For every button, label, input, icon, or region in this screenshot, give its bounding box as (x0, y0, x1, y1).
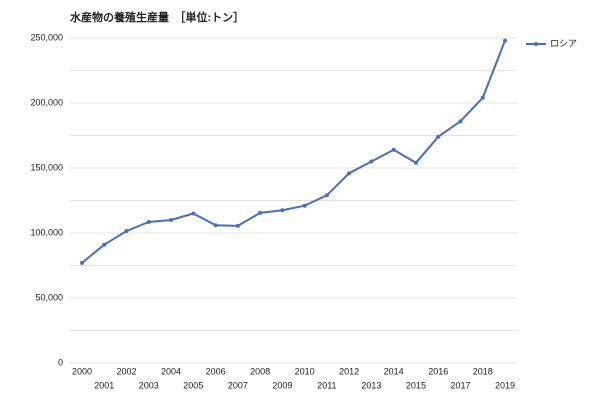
point (191, 211, 196, 216)
point (458, 119, 463, 124)
point (80, 260, 84, 265)
point (124, 229, 129, 234)
x-tick-label: 2010 (295, 366, 315, 376)
point (102, 242, 107, 247)
y-tick-label: 0 (58, 357, 63, 367)
x-tick-label: 2005 (183, 380, 203, 390)
point (413, 160, 418, 165)
y-tick-label: 50,000 (35, 292, 63, 302)
x-tick-label: 2006 (206, 366, 226, 376)
point (436, 134, 441, 139)
x-tick-label: 2018 (473, 366, 493, 376)
y-tick-label: 150,000 (30, 162, 63, 172)
point (146, 219, 151, 224)
x-tick-label: 2015 (406, 380, 426, 390)
chart-title: 水産物の養殖生産量 ［単位:トン］ (70, 10, 244, 24)
point (391, 147, 396, 152)
legend-marker (534, 42, 538, 46)
x-tick-label: 2007 (228, 380, 248, 390)
point (347, 171, 352, 176)
x-tick-label: 2011 (317, 380, 336, 390)
x-tick-label: 2013 (361, 380, 381, 390)
x-tick-label: 2000 (72, 366, 92, 376)
x-tick-label: 2008 (250, 366, 270, 376)
point (503, 38, 507, 43)
point (213, 223, 218, 228)
x-tick-label: 2017 (450, 380, 470, 390)
x-tick-label: 2003 (139, 380, 159, 390)
y-tick-label: 250,000 (30, 32, 63, 42)
point (324, 193, 329, 198)
point (302, 203, 307, 208)
point (169, 218, 174, 222)
x-tick-label: 2001 (94, 380, 114, 390)
x-tick-label: 2016 (428, 366, 448, 376)
x-tick-label: 2009 (272, 380, 292, 390)
legend-label: ロシア (550, 38, 577, 48)
x-tick-label: 2012 (339, 366, 359, 376)
x-tick-label: 2004 (161, 366, 181, 376)
line (81, 40, 506, 264)
x-tick-label: 2019 (495, 380, 515, 390)
y-tick-label: 100,000 (30, 227, 63, 237)
point (235, 223, 240, 228)
point (280, 208, 285, 213)
point (258, 210, 263, 215)
y-tick-label: 200,000 (30, 97, 63, 107)
x-tick-label: 2002 (117, 366, 137, 376)
point (480, 95, 485, 100)
x-tick-label: 2014 (384, 366, 404, 376)
point (369, 159, 374, 164)
